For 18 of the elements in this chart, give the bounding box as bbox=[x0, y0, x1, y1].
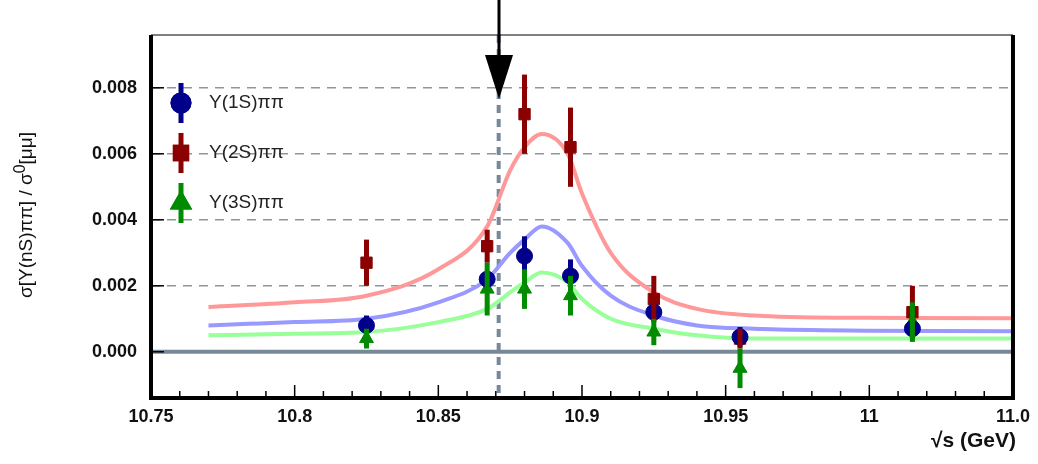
y-tick-label: 0.004 bbox=[91, 208, 137, 229]
legend-label: Υ(3S)ππ bbox=[209, 191, 284, 213]
y-tick-label: 0.006 bbox=[91, 142, 137, 163]
x-tick-label: 10.9 bbox=[564, 405, 600, 426]
x-tick-label: 10.75 bbox=[128, 405, 174, 426]
line-series bbox=[206, 132, 1013, 321]
x-tick-label: 11.0 bbox=[995, 405, 1030, 426]
legend-label: Υ(1S)ππ bbox=[209, 91, 284, 113]
x-tick-label: 11 bbox=[859, 405, 879, 426]
y-tick-label: 0.008 bbox=[91, 76, 137, 97]
y-tick-label: 0.000 bbox=[91, 340, 137, 361]
line-series bbox=[206, 224, 1013, 334]
x-tick-label: 10.85 bbox=[415, 405, 461, 426]
x-tick-label: 10.95 bbox=[703, 405, 749, 426]
y-tick-label: 0.002 bbox=[91, 274, 137, 295]
x-tick-label: 10.8 bbox=[277, 405, 313, 426]
x-axis-title: √s (GeV) bbox=[930, 428, 1016, 452]
legend-label: Υ(2S)ππ bbox=[209, 141, 284, 163]
